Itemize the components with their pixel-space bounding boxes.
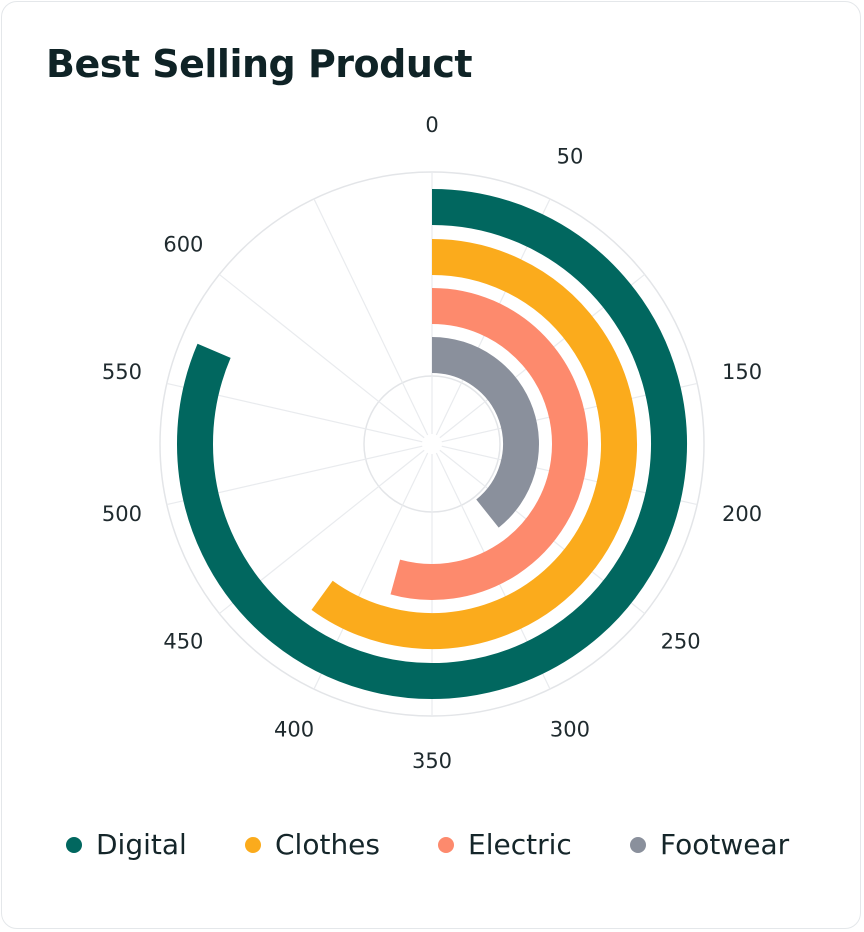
angle-tick-label-550: 550: [102, 360, 142, 384]
radial-bar-digital[interactable]: [177, 189, 687, 699]
angle-tick-label-350: 350: [412, 749, 452, 773]
radial-bar-chart: 0 50 150 200 250 300 350 400 450 500 550 600: [102, 113, 762, 773]
legend-label-electric: Electric: [468, 828, 572, 861]
chart-title: Best Selling Product: [46, 42, 473, 86]
angle-tick-label-500: 500: [102, 502, 142, 526]
legend-label-footwear: Footwear: [660, 828, 790, 861]
angle-tick-label-250: 250: [661, 629, 701, 653]
legend-item-electric[interactable]: Electric: [438, 828, 572, 861]
radial-bars: [177, 189, 687, 699]
grid-spoke: [218, 273, 425, 439]
angle-tick-label-600: 600: [163, 233, 203, 257]
angle-tick-label-300: 300: [550, 718, 590, 742]
angle-tick-label-150: 150: [722, 360, 762, 384]
legend-label-clothes: Clothes: [275, 828, 380, 861]
angle-tick-label-400: 400: [274, 718, 314, 742]
angle-tick-labels: 0 50 150 200 250 300 350 400 450 500 550 600: [102, 113, 762, 773]
angle-tick-label-0: 0: [425, 113, 438, 137]
legend-marker-clothes: [245, 836, 261, 853]
angle-tick-label-200: 200: [722, 502, 762, 526]
legend-label-digital: Digital: [96, 828, 187, 861]
legend-marker-digital: [66, 836, 82, 853]
legend-item-footwear[interactable]: Footwear: [630, 828, 789, 861]
legend-item-clothes[interactable]: Clothes: [245, 828, 380, 861]
legend-item-digital[interactable]: Digital: [66, 828, 187, 861]
legend-marker-footwear: [630, 836, 646, 853]
grid-spoke: [313, 198, 429, 436]
legend: Digital Clothes Electric Footwear: [0, 828, 864, 872]
legend-marker-electric: [438, 836, 454, 853]
radial-bar-electric[interactable]: [390, 288, 588, 600]
angle-tick-label-450: 450: [163, 629, 203, 653]
radial-bar-footwear[interactable]: [431, 337, 539, 528]
angle-tick-label-50: 50: [557, 144, 584, 168]
radial-bar-clothes[interactable]: [311, 239, 637, 649]
